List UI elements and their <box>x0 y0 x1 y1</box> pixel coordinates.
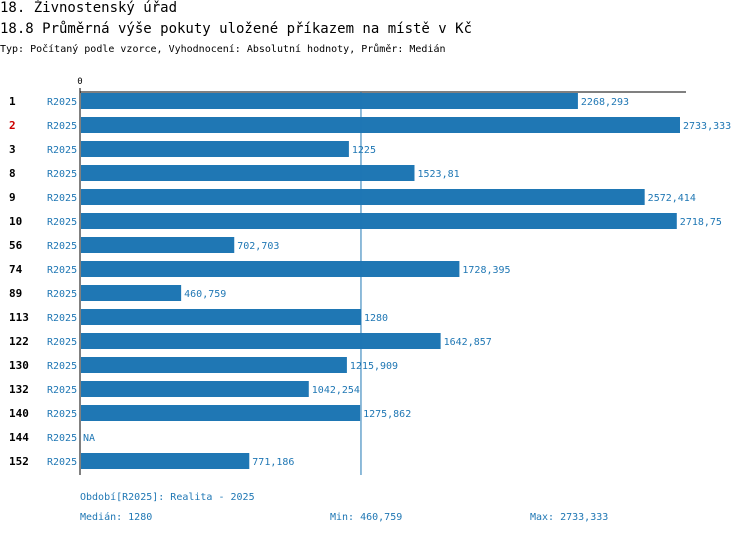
bar-value-label: 2572,414 <box>648 193 696 204</box>
row-id-label: 130 <box>9 359 29 372</box>
bar <box>81 285 182 301</box>
chart-type-description: Typ: Počítaný podle vzorce, Vyhodnocení:… <box>0 44 446 55</box>
series-label: R2025 <box>47 337 77 348</box>
row-id-label: 122 <box>9 335 29 348</box>
bar <box>81 357 347 373</box>
row-id-label: 132 <box>9 383 29 396</box>
row-id-label: 1 <box>9 95 16 108</box>
series-label: R2025 <box>47 217 77 228</box>
bar <box>81 141 349 157</box>
series-label: R2025 <box>47 385 77 396</box>
series-label: R2025 <box>47 97 77 108</box>
bar <box>81 405 361 421</box>
footer-max: Max: 2733,333 <box>530 512 609 523</box>
row-id-label: 113 <box>9 311 29 324</box>
bar-value-label: 702,703 <box>237 241 279 252</box>
bar <box>81 213 677 229</box>
bar-value-label: 460,759 <box>184 289 226 300</box>
series-label: R2025 <box>47 289 77 300</box>
bar <box>81 261 460 277</box>
footer-median: Medián: 1280 <box>80 512 153 523</box>
bar <box>81 309 361 325</box>
row-id-label: 3 <box>9 143 16 156</box>
series-label: R2025 <box>47 241 77 252</box>
series-label: R2025 <box>47 361 77 372</box>
bar-value-label: 1215,909 <box>350 361 398 372</box>
bar <box>81 333 441 349</box>
page-title: 18. Živnostenský úřad <box>0 0 178 16</box>
bar <box>81 453 250 469</box>
row-id-label: 9 <box>9 191 16 204</box>
series-label: R2025 <box>47 121 77 132</box>
bar-value-label: 1042,254 <box>312 385 360 396</box>
bar-value-label: 1225 <box>352 145 376 156</box>
row-id-label: 74 <box>9 263 23 276</box>
bar <box>81 165 415 181</box>
series-label: R2025 <box>47 457 77 468</box>
bar-value-label: 1280 <box>364 313 388 324</box>
bar-value-label: 2718,75 <box>680 217 722 228</box>
footer-min: Min: 460,759 <box>330 512 403 523</box>
bar-value-label: NA <box>83 433 95 444</box>
row-id-label: 140 <box>9 407 29 420</box>
series-label: R2025 <box>47 169 77 180</box>
series-label: R2025 <box>47 265 77 276</box>
series-label: R2025 <box>47 313 77 324</box>
bar-value-label: 1275,862 <box>363 409 411 420</box>
series-label: R2025 <box>47 145 77 156</box>
row-id-label: 144 <box>9 431 29 444</box>
chart-title: 18.8 Průměrná výše pokuty uložené příkaz… <box>0 21 473 37</box>
row-id-label: 2 <box>9 119 16 132</box>
row-id-label: 56 <box>9 239 23 252</box>
row-id-label: 8 <box>9 167 16 180</box>
axis-zero-label: 0 <box>77 77 82 87</box>
series-label: R2025 <box>47 193 77 204</box>
bar-value-label: 1523,81 <box>417 169 459 180</box>
bar <box>81 381 309 397</box>
row-id-label: 89 <box>9 287 22 300</box>
bar-value-label: 1642,857 <box>444 337 492 348</box>
bar <box>81 237 235 253</box>
series-label: R2025 <box>47 409 77 420</box>
bar-value-label: 771,186 <box>252 457 294 468</box>
bar-value-label: 2268,293 <box>581 97 629 108</box>
series-label: R2025 <box>47 433 77 444</box>
row-id-label: 10 <box>9 215 22 228</box>
bar-value-label: 2733,333 <box>683 121 731 132</box>
bar <box>81 93 578 109</box>
bar-value-label: 1728,395 <box>462 265 510 276</box>
bar <box>81 189 645 205</box>
footer-period: Období[R2025]: Realita - 2025 <box>80 492 255 503</box>
bar <box>81 117 680 133</box>
row-id-label: 152 <box>9 455 29 468</box>
